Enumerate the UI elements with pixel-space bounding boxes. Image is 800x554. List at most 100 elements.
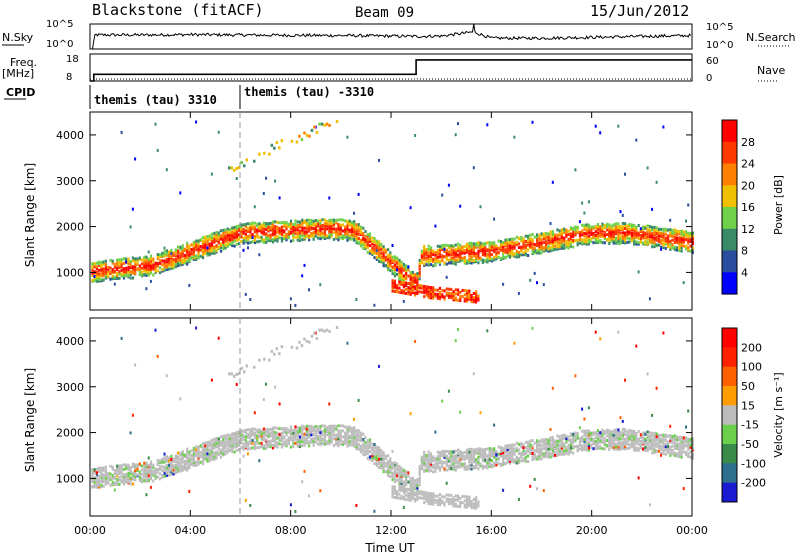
velocity-cell	[644, 441, 647, 445]
power-cell	[515, 243, 518, 247]
power-cell	[657, 227, 661, 231]
velocity-cell	[450, 462, 453, 466]
velocity-cell	[508, 450, 512, 454]
velocity-cell	[134, 363, 137, 367]
velocity-cell	[463, 450, 466, 454]
velocity-cell	[400, 469, 403, 473]
power-cell	[621, 213, 624, 217]
power-cell	[508, 253, 512, 257]
power-cell	[513, 245, 516, 249]
power-cell	[163, 265, 166, 269]
power-cell	[215, 239, 218, 243]
power-cell	[486, 241, 489, 245]
velocity-cell	[127, 471, 130, 475]
power-cell	[268, 152, 271, 156]
power-cell	[475, 245, 478, 249]
velocity-cell	[222, 444, 225, 448]
power-cell	[267, 222, 270, 226]
power-cell	[192, 250, 195, 254]
power-cell	[265, 240, 268, 244]
velocity-cell	[524, 445, 527, 449]
power-cell	[278, 236, 281, 240]
power-cell	[183, 259, 186, 263]
power-cell	[362, 246, 365, 250]
velocity-cell	[671, 435, 674, 438]
velocity-cell	[375, 445, 378, 449]
velocity-cell	[317, 438, 320, 442]
power-cell	[486, 255, 489, 259]
power-cell	[538, 247, 541, 251]
velocity-cell	[179, 451, 182, 455]
power-cell	[466, 291, 469, 295]
velocity-cell	[452, 504, 455, 508]
velocity-cell	[190, 462, 193, 466]
power-cell	[314, 231, 317, 235]
power-cell	[653, 237, 656, 240]
velocity-cell	[337, 429, 340, 433]
velocity-cell	[504, 456, 507, 460]
velocity-cell	[134, 474, 137, 478]
power-cell	[587, 242, 591, 246]
power-cell	[396, 265, 399, 269]
velocity-cell	[396, 494, 399, 498]
power-cell	[497, 250, 500, 254]
power-cell	[262, 240, 265, 244]
power-cell	[226, 244, 229, 248]
power-cell	[666, 238, 670, 242]
velocity-cell	[231, 440, 234, 444]
velocity-cell	[630, 439, 633, 443]
velocity-cell	[240, 366, 243, 370]
velocity-cell	[267, 434, 270, 438]
power-cell	[371, 248, 374, 252]
velocity-cell	[524, 458, 527, 462]
power-cell	[213, 240, 216, 244]
velocity-cell	[271, 426, 275, 430]
velocity-cell	[170, 468, 173, 472]
power-cell	[554, 247, 557, 251]
velocity-cell	[666, 434, 670, 438]
velocity-cell	[669, 437, 672, 441]
velocity-cell	[466, 497, 469, 501]
power-cell	[648, 235, 652, 239]
velocity-cell	[339, 424, 342, 428]
power-cell	[673, 245, 676, 249]
velocity-cell	[233, 445, 236, 449]
power-cell	[136, 267, 139, 271]
power-cell	[224, 243, 227, 247]
power-cell	[294, 222, 297, 226]
power-cell	[416, 278, 419, 282]
velocity-cell	[375, 455, 378, 459]
power-cell	[637, 236, 640, 240]
power-cell	[405, 269, 408, 273]
power-cell	[258, 235, 261, 239]
velocity-cell	[278, 432, 281, 436]
power-cell	[596, 236, 600, 240]
power-cell	[493, 249, 496, 252]
power-cell	[524, 244, 527, 247]
velocity-cell	[364, 444, 367, 448]
colorbar-segment	[722, 185, 737, 208]
velocity-cell	[235, 383, 238, 386]
power-cell	[179, 256, 182, 259]
power-cell	[280, 221, 284, 225]
power-cell	[599, 239, 602, 242]
power-cell	[292, 233, 295, 237]
velocity-cell	[172, 459, 175, 463]
velocity-cell	[339, 442, 342, 446]
power-cell	[285, 223, 288, 226]
velocity-cell	[477, 458, 480, 462]
power-cell	[265, 176, 268, 180]
velocity-cell	[292, 445, 295, 448]
velocity-cell	[493, 447, 496, 451]
power-cell	[648, 230, 652, 234]
velocity-cell	[499, 462, 503, 466]
power-cell	[549, 249, 552, 253]
power-cell	[402, 291, 405, 295]
velocity-cell	[511, 446, 514, 450]
power-cell	[691, 251, 694, 254]
power-cell	[188, 244, 191, 248]
velocity-cell	[490, 454, 493, 458]
power-cell	[235, 225, 238, 228]
velocity-cell	[520, 451, 523, 455]
velocity-cell	[107, 481, 110, 485]
